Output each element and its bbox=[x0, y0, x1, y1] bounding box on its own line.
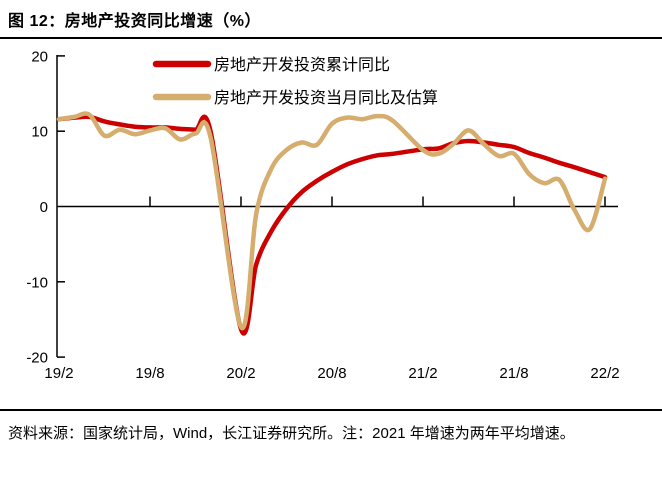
cumulative-yoy-line bbox=[56, 114, 608, 336]
series-lines bbox=[56, 111, 608, 336]
x-tick-label: 19/2 bbox=[44, 365, 73, 382]
x-tick-label: 21/2 bbox=[408, 365, 437, 382]
source-note: 资料来源：国家统计局，Wind，长江证券研究所。注：2021 年增速为两年平均增… bbox=[8, 425, 575, 442]
axes bbox=[56, 55, 618, 358]
y-tick-label: -20 bbox=[26, 350, 48, 367]
x-tick-label: 22/2 bbox=[590, 365, 619, 382]
x-tick-label: 21/8 bbox=[499, 365, 528, 382]
x-tick-label: 20/2 bbox=[226, 365, 255, 382]
figure-title: 图 12：房地产投资同比增速（%） bbox=[0, 0, 662, 39]
y-tick-label: 0 bbox=[40, 199, 48, 216]
legend-label: 房地产开发投资累计同比 bbox=[214, 56, 390, 74]
y-tick-label: 20 bbox=[31, 48, 48, 65]
y-tick-label: 10 bbox=[31, 124, 48, 141]
x-tick-label: 19/8 bbox=[135, 365, 164, 382]
monthly-yoy-line bbox=[56, 111, 608, 331]
legend-item: 房地产开发投资累计同比 bbox=[152, 56, 390, 74]
legend-item: 房地产开发投资当月同比及估算 bbox=[152, 88, 438, 107]
line-chart: 房地产开发投资累计同比 房地产开发投资当月同比及估算 20 10 0 -10 -20 19/… bbox=[0, 39, 662, 391]
x-tick-label: 20/8 bbox=[317, 365, 346, 382]
footer-divider bbox=[0, 409, 662, 411]
legend-label: 房地产开发投资当月同比及估算 bbox=[214, 88, 438, 107]
y-tick-label: -10 bbox=[26, 274, 48, 291]
